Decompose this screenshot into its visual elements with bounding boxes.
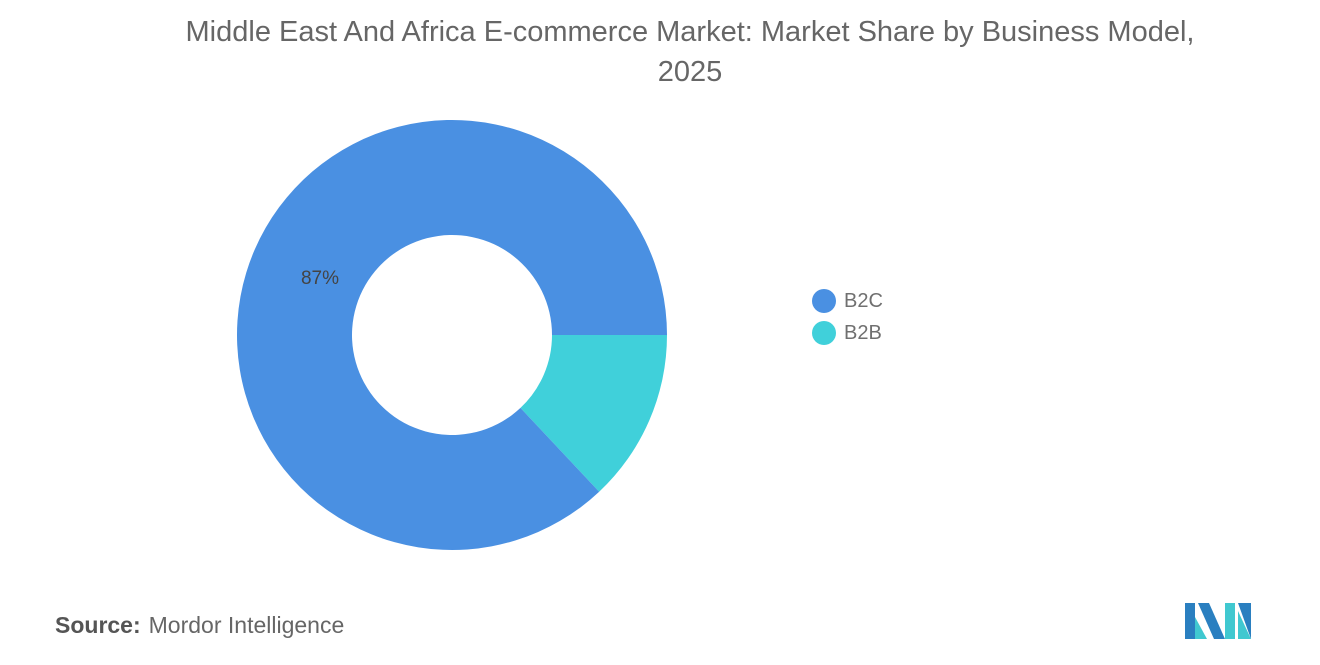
chart-title: Middle East And Africa E-commerce Market… [0, 12, 1320, 92]
legend-item-b2c[interactable]: B2C [812, 285, 883, 317]
source-label: Source: [55, 612, 141, 638]
legend-label-b2c: B2C [844, 289, 883, 312]
title-line-2: 2025 [657, 56, 723, 88]
title-line-1: Middle East And Africa E-commerce Market… [185, 16, 1195, 48]
source-note: Source: Mordor Intelligence [55, 612, 344, 639]
source-value: Mordor Intelligence [148, 612, 345, 638]
slice-b2c [237, 119, 667, 550]
mordor-logo [1185, 603, 1251, 639]
slice-b2b [520, 335, 667, 492]
legend-label-b2b: B2B [844, 321, 882, 344]
data-label-b2c: 87% [301, 268, 339, 289]
legend-item-b2b[interactable]: B2B [812, 317, 883, 349]
legend-swatch-b2b [812, 321, 836, 345]
legend-swatch-b2c [812, 289, 836, 313]
legend: B2C B2B [812, 285, 883, 349]
